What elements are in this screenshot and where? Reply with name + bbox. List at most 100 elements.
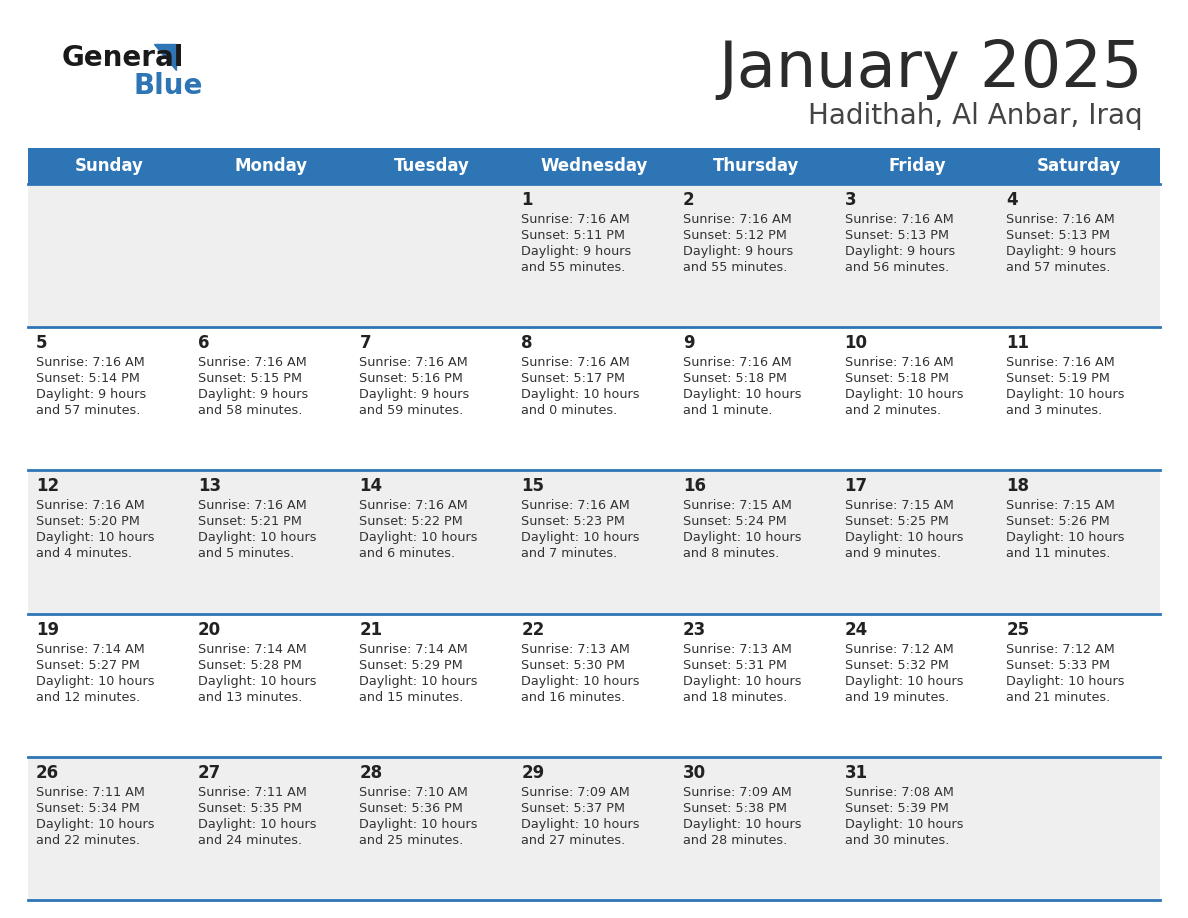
Text: and 15 minutes.: and 15 minutes.	[360, 690, 463, 703]
Text: Daylight: 10 hours: Daylight: 10 hours	[1006, 532, 1125, 544]
Text: Sunrise: 7:16 AM: Sunrise: 7:16 AM	[1006, 356, 1116, 369]
Text: Sunset: 5:21 PM: Sunset: 5:21 PM	[197, 515, 302, 529]
Text: Sunrise: 7:16 AM: Sunrise: 7:16 AM	[36, 356, 145, 369]
Text: Sunset: 5:13 PM: Sunset: 5:13 PM	[845, 229, 948, 242]
Text: Daylight: 10 hours: Daylight: 10 hours	[845, 388, 963, 401]
Text: Sunset: 5:14 PM: Sunset: 5:14 PM	[36, 372, 140, 386]
Text: and 18 minutes.: and 18 minutes.	[683, 690, 788, 703]
Text: Daylight: 9 hours: Daylight: 9 hours	[522, 245, 631, 258]
Text: Sunrise: 7:16 AM: Sunrise: 7:16 AM	[1006, 213, 1116, 226]
Text: Daylight: 9 hours: Daylight: 9 hours	[360, 388, 469, 401]
Text: Sunrise: 7:16 AM: Sunrise: 7:16 AM	[360, 499, 468, 512]
Text: 13: 13	[197, 477, 221, 496]
Text: and 11 minutes.: and 11 minutes.	[1006, 547, 1111, 560]
Text: Sunset: 5:24 PM: Sunset: 5:24 PM	[683, 515, 786, 529]
Text: Sunrise: 7:14 AM: Sunrise: 7:14 AM	[36, 643, 145, 655]
Text: Daylight: 10 hours: Daylight: 10 hours	[1006, 388, 1125, 401]
Text: and 1 minute.: and 1 minute.	[683, 404, 772, 417]
Text: and 19 minutes.: and 19 minutes.	[845, 690, 949, 703]
Text: Sunset: 5:39 PM: Sunset: 5:39 PM	[845, 801, 948, 815]
Text: Sunset: 5:20 PM: Sunset: 5:20 PM	[36, 515, 140, 529]
Text: 14: 14	[360, 477, 383, 496]
Text: 26: 26	[36, 764, 59, 782]
Text: Sunset: 5:17 PM: Sunset: 5:17 PM	[522, 372, 625, 386]
Text: Sunrise: 7:16 AM: Sunrise: 7:16 AM	[683, 213, 791, 226]
Text: Sunrise: 7:10 AM: Sunrise: 7:10 AM	[360, 786, 468, 799]
Text: and 7 minutes.: and 7 minutes.	[522, 547, 618, 560]
Text: Sunset: 5:12 PM: Sunset: 5:12 PM	[683, 229, 786, 242]
Text: Sunrise: 7:16 AM: Sunrise: 7:16 AM	[522, 213, 630, 226]
Text: Daylight: 10 hours: Daylight: 10 hours	[522, 388, 639, 401]
Text: Sunset: 5:11 PM: Sunset: 5:11 PM	[522, 229, 625, 242]
Text: Sunrise: 7:16 AM: Sunrise: 7:16 AM	[197, 356, 307, 369]
FancyBboxPatch shape	[29, 184, 1159, 327]
Text: 16: 16	[683, 477, 706, 496]
Text: 18: 18	[1006, 477, 1029, 496]
Text: Thursday: Thursday	[713, 157, 798, 175]
Text: Daylight: 9 hours: Daylight: 9 hours	[845, 245, 955, 258]
Text: 19: 19	[36, 621, 59, 639]
Text: Sunset: 5:23 PM: Sunset: 5:23 PM	[522, 515, 625, 529]
Text: Sunset: 5:36 PM: Sunset: 5:36 PM	[360, 801, 463, 815]
FancyBboxPatch shape	[29, 756, 1159, 900]
Text: 4: 4	[1006, 191, 1018, 209]
Text: Blue: Blue	[134, 72, 203, 100]
Text: and 22 minutes.: and 22 minutes.	[36, 834, 140, 846]
Text: Daylight: 10 hours: Daylight: 10 hours	[36, 818, 154, 831]
Text: and 12 minutes.: and 12 minutes.	[36, 690, 140, 703]
FancyBboxPatch shape	[29, 470, 1159, 613]
Text: Sunday: Sunday	[75, 157, 144, 175]
Text: Sunrise: 7:15 AM: Sunrise: 7:15 AM	[683, 499, 791, 512]
Text: Daylight: 10 hours: Daylight: 10 hours	[683, 388, 802, 401]
Text: 9: 9	[683, 334, 695, 353]
Text: and 56 minutes.: and 56 minutes.	[845, 261, 949, 274]
Text: Sunset: 5:33 PM: Sunset: 5:33 PM	[1006, 658, 1111, 672]
Text: and 6 minutes.: and 6 minutes.	[360, 547, 455, 560]
Text: Sunrise: 7:14 AM: Sunrise: 7:14 AM	[360, 643, 468, 655]
Text: Daylight: 10 hours: Daylight: 10 hours	[845, 675, 963, 688]
Text: and 5 minutes.: and 5 minutes.	[197, 547, 293, 560]
Text: Sunrise: 7:16 AM: Sunrise: 7:16 AM	[522, 499, 630, 512]
FancyBboxPatch shape	[29, 148, 1159, 184]
Text: Sunset: 5:13 PM: Sunset: 5:13 PM	[1006, 229, 1111, 242]
Text: Daylight: 10 hours: Daylight: 10 hours	[683, 532, 802, 544]
Text: Saturday: Saturday	[1037, 157, 1121, 175]
Text: Daylight: 10 hours: Daylight: 10 hours	[522, 532, 639, 544]
Text: Sunset: 5:29 PM: Sunset: 5:29 PM	[360, 658, 463, 672]
Text: and 4 minutes.: and 4 minutes.	[36, 547, 132, 560]
Text: General: General	[62, 44, 184, 72]
Text: Sunset: 5:16 PM: Sunset: 5:16 PM	[360, 372, 463, 386]
Text: and 16 minutes.: and 16 minutes.	[522, 690, 625, 703]
Text: and 59 minutes.: and 59 minutes.	[360, 404, 463, 417]
Text: Daylight: 10 hours: Daylight: 10 hours	[683, 818, 802, 831]
Text: and 25 minutes.: and 25 minutes.	[360, 834, 463, 846]
FancyBboxPatch shape	[29, 327, 1159, 470]
Text: Sunset: 5:26 PM: Sunset: 5:26 PM	[1006, 515, 1110, 529]
Text: Sunrise: 7:16 AM: Sunrise: 7:16 AM	[845, 356, 953, 369]
Text: and 3 minutes.: and 3 minutes.	[1006, 404, 1102, 417]
Text: Sunrise: 7:16 AM: Sunrise: 7:16 AM	[683, 356, 791, 369]
Text: Daylight: 10 hours: Daylight: 10 hours	[845, 818, 963, 831]
Text: Daylight: 9 hours: Daylight: 9 hours	[197, 388, 308, 401]
Text: Daylight: 10 hours: Daylight: 10 hours	[1006, 675, 1125, 688]
Text: and 24 minutes.: and 24 minutes.	[197, 834, 302, 846]
Text: Daylight: 9 hours: Daylight: 9 hours	[36, 388, 146, 401]
Text: Monday: Monday	[234, 157, 308, 175]
Text: Sunset: 5:18 PM: Sunset: 5:18 PM	[683, 372, 786, 386]
Text: 5: 5	[36, 334, 48, 353]
Text: Sunrise: 7:09 AM: Sunrise: 7:09 AM	[683, 786, 791, 799]
Text: Sunrise: 7:16 AM: Sunrise: 7:16 AM	[360, 356, 468, 369]
Text: Sunrise: 7:08 AM: Sunrise: 7:08 AM	[845, 786, 954, 799]
Text: 3: 3	[845, 191, 857, 209]
Text: 20: 20	[197, 621, 221, 639]
Text: Daylight: 9 hours: Daylight: 9 hours	[683, 245, 794, 258]
Text: Sunset: 5:32 PM: Sunset: 5:32 PM	[845, 658, 948, 672]
Text: Sunset: 5:34 PM: Sunset: 5:34 PM	[36, 801, 140, 815]
Text: Sunrise: 7:15 AM: Sunrise: 7:15 AM	[1006, 499, 1116, 512]
Text: Sunset: 5:37 PM: Sunset: 5:37 PM	[522, 801, 625, 815]
Text: January 2025: January 2025	[719, 38, 1143, 100]
Text: Sunset: 5:25 PM: Sunset: 5:25 PM	[845, 515, 948, 529]
Text: and 57 minutes.: and 57 minutes.	[36, 404, 140, 417]
FancyBboxPatch shape	[29, 613, 1159, 756]
Text: 7: 7	[360, 334, 371, 353]
